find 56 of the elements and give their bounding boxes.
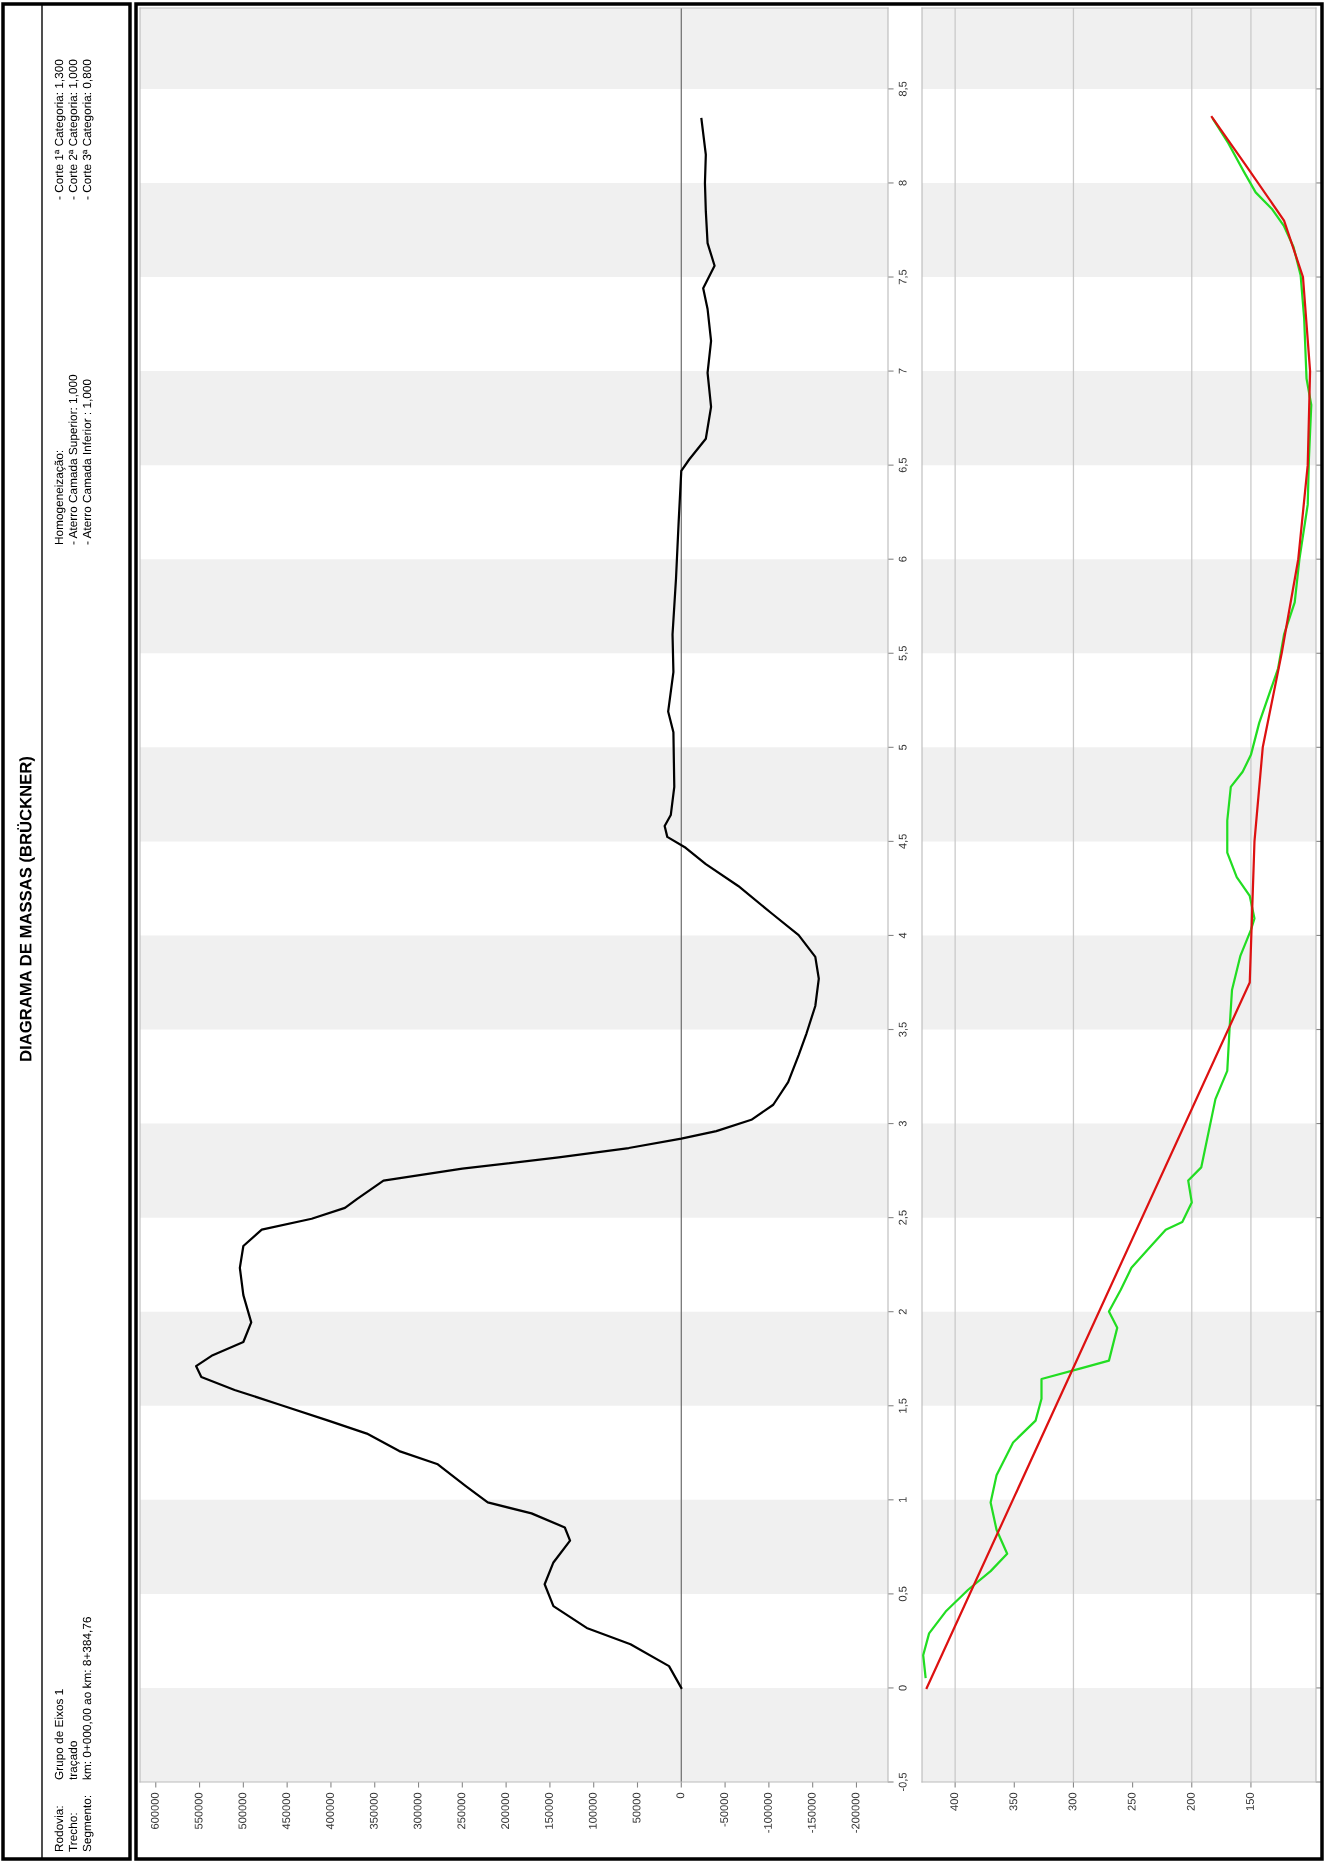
y-tick-label: 4,5 — [898, 834, 908, 849]
x-tick-label: -100000 — [764, 1792, 772, 1833]
y-tick-label: 8,5 — [898, 81, 908, 97]
text: Grupo de Eixos 1 — [54, 1689, 66, 1780]
y-tick-label: 3,5 — [898, 1022, 908, 1037]
x-tick-label: 250000 — [457, 1792, 466, 1829]
text: Rodovia: — [54, 1806, 64, 1852]
x-tick-label: 350000 — [369, 1792, 378, 1830]
y-tick-label: 1,5 — [898, 1398, 908, 1413]
text: - Corte 2ª Categoria: 1,000 — [68, 59, 80, 200]
text: - Aterro Camada Inferior : 1,000 — [82, 379, 93, 545]
x-tick-label: 500000 — [238, 1792, 247, 1830]
text: traçado — [68, 1741, 80, 1780]
y-tick-label: 4 — [898, 932, 907, 939]
x-tick-label: 300 — [1068, 1792, 1077, 1811]
x-tick-label: 150000 — [545, 1792, 553, 1829]
y-tick-label: 7 — [898, 368, 907, 374]
x-tick-label: 250 — [1127, 1792, 1136, 1811]
text: Segmento: — [82, 1795, 94, 1852]
y-tick-label: 5,5 — [898, 646, 908, 661]
y-tick-label: 2 — [898, 1309, 907, 1315]
text: km: 0+000,00 ao km: 8+384,76 — [82, 1617, 93, 1780]
x-tick-label: 300000 — [413, 1792, 422, 1830]
text: Trecho: — [68, 1813, 78, 1852]
y-tick-label: 7,5 — [898, 269, 908, 285]
y-tick-label: 0 — [898, 1685, 907, 1691]
x-tick-label: 600000 — [150, 1792, 159, 1829]
y-tick-label: 3 — [898, 1120, 907, 1127]
y-tick-label: 5 — [898, 744, 907, 750]
x-tick-label: 350 — [1009, 1792, 1018, 1811]
x-tick-label: 150 — [1246, 1792, 1254, 1811]
x-tick-label: 400 — [950, 1792, 959, 1811]
y-tick-label: 2,5 — [898, 1210, 908, 1225]
text: Homogeneização: — [54, 450, 66, 545]
x-tick-label: -150000 — [807, 1792, 816, 1833]
line-series — [194, 117, 820, 1690]
y-tick-label: 1 — [898, 1497, 907, 1503]
y-tick-label: 8 — [898, 180, 907, 186]
x-tick-label: -50000 — [720, 1792, 729, 1827]
x-tick-label: 450000 — [282, 1792, 291, 1830]
text: DIAGRAMA DE MASSAS (BRÜCKNER) — [17, 756, 35, 1061]
text: - Corte 3ª Categoria: 0,800 — [82, 59, 94, 200]
y-tick-label: 0,5 — [898, 1586, 908, 1602]
x-tick-label: 200000 — [501, 1792, 510, 1829]
y-tick-label: -0,5 — [898, 1772, 908, 1792]
x-tick-label: 0 — [676, 1792, 685, 1799]
text: - Aterro Camada Superior: 1,000 — [68, 374, 80, 545]
text: - Corte 1ª Categoria: 1,300 — [54, 59, 66, 200]
x-tick-label: -200000 — [851, 1792, 860, 1833]
x-tick-label: 400000 — [326, 1792, 334, 1830]
y-tick-label: 6,5 — [898, 457, 908, 473]
x-tick-label: 200 — [1186, 1792, 1195, 1811]
x-tick-label: 550000 — [194, 1792, 203, 1830]
x-tick-label: 50000 — [632, 1792, 641, 1823]
y-tick-label: 6 — [898, 556, 907, 562]
x-tick-label: 100000 — [588, 1792, 597, 1829]
